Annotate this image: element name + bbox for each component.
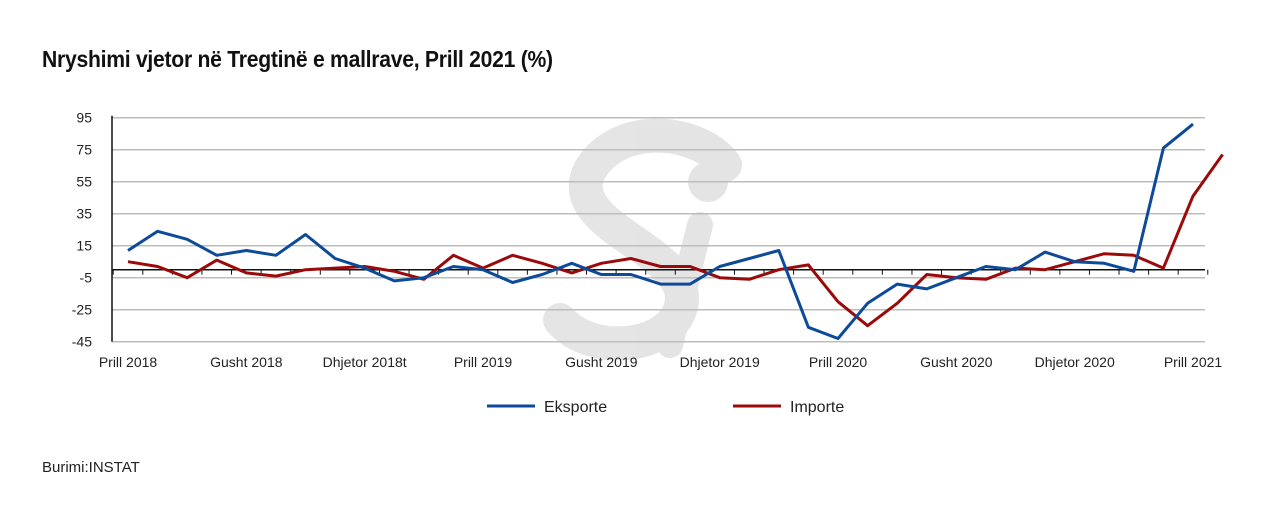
y-tick-label: -5	[80, 270, 93, 286]
x-tick-label: Dhjetor 2018t	[323, 354, 407, 370]
series-line-eksporte	[127, 122, 1194, 340]
x-tick-label: Prill 2021	[1164, 354, 1223, 370]
x-tick-label: Prill 2019	[454, 354, 513, 370]
y-tick-label: 35	[76, 206, 92, 222]
series-line-importe	[127, 153, 1224, 328]
y-tick-label: 95	[76, 110, 92, 126]
legend-label-importe: Importe	[790, 399, 844, 416]
y-tick-label: 15	[76, 238, 92, 254]
x-tick-label: Gusht 2018	[210, 354, 283, 370]
x-tick-label: Prill 2018	[99, 354, 158, 370]
x-tick-label: Gusht 2020	[920, 354, 993, 370]
chart-title: Nryshimi vjetor në Tregtinë e mallrave, …	[42, 46, 553, 72]
x-tick-label: Dhjetor 2019	[680, 354, 760, 370]
x-tick-label: Gusht 2019	[565, 354, 638, 370]
y-tick-label: -45	[72, 334, 92, 350]
x-tick-label: Dhjetor 2020	[1035, 354, 1115, 370]
watermark-logo	[543, 118, 742, 361]
y-tick-label: -25	[72, 302, 92, 318]
y-tick-label: 55	[76, 174, 92, 190]
legend-label-eksporte: Eksporte	[544, 399, 607, 416]
source-note: Burimi:INSTAT	[42, 459, 140, 476]
y-tick-label: 75	[76, 142, 92, 158]
x-tick-label: Prill 2020	[809, 354, 868, 370]
